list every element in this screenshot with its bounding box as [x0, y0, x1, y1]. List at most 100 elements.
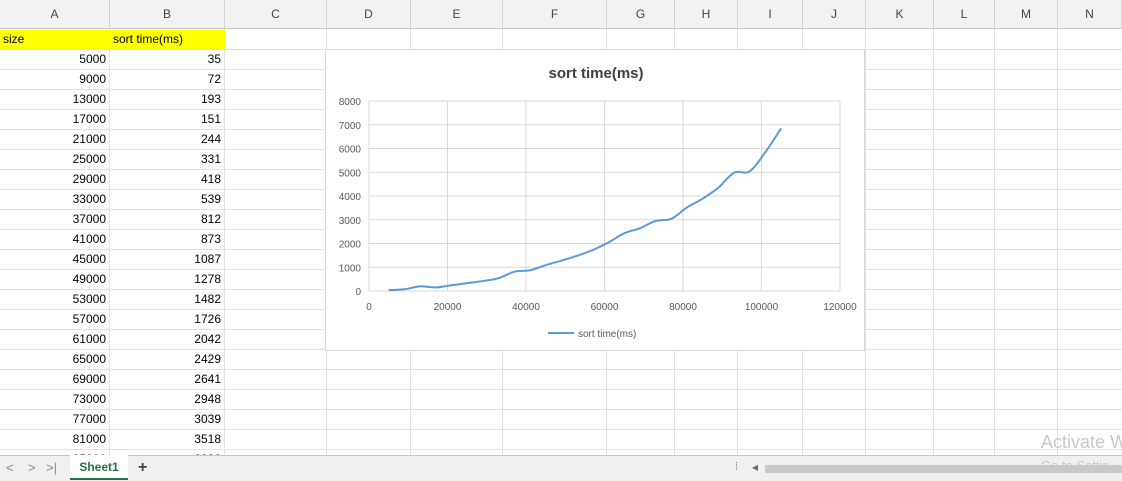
x-tick-label: 40000 — [512, 302, 540, 313]
scroll-next-sheet-button[interactable]: > — [28, 460, 36, 475]
tab-splitter-handle[interactable]: ⁞ — [735, 461, 739, 473]
cell-sort-time[interactable]: 1278 — [194, 272, 221, 286]
horizontal-scrollbar[interactable] — [765, 465, 1122, 473]
cell-size[interactable]: 73000 — [72, 392, 106, 406]
y-tick-label: 5000 — [339, 168, 362, 179]
column-header-j[interactable]: J — [803, 0, 866, 29]
column-header-g[interactable]: G — [607, 0, 675, 29]
cell-sort-time[interactable]: 539 — [200, 192, 221, 206]
cell-size[interactable]: 29000 — [72, 172, 106, 186]
go-to-settings-watermark: Go to Settin — [1041, 458, 1110, 473]
header-cell-size[interactable]: size — [0, 30, 110, 49]
scroll-left-icon[interactable]: ◂ — [752, 460, 759, 474]
column-gridline — [224, 29, 225, 455]
column-header-c[interactable]: C — [225, 0, 327, 29]
x-tick-label: 80000 — [669, 302, 697, 313]
column-header-a[interactable]: A — [0, 0, 110, 29]
cell-size[interactable]: 17000 — [72, 112, 106, 126]
x-tick-label: 20000 — [434, 302, 462, 313]
cell-size[interactable]: 25000 — [72, 152, 106, 166]
sheet-tab-bar: < > >| Sheet1 + ⁞ ◂ — [0, 455, 1122, 481]
cell-size[interactable]: 61000 — [72, 332, 106, 346]
cell-size[interactable]: 85000 — [0, 450, 110, 455]
column-header-b[interactable]: B — [110, 0, 225, 29]
y-tick-label: 3000 — [339, 216, 362, 227]
activate-windows-watermark: Activate W — [1041, 432, 1122, 452]
cell-size[interactable]: 45000 — [72, 252, 106, 266]
column-header-n[interactable]: N — [1058, 0, 1122, 29]
cell-size[interactable]: 65000 — [72, 352, 106, 366]
cell-sort-time[interactable]: 2429 — [194, 352, 221, 366]
column-header-i[interactable]: I — [738, 0, 803, 29]
column-gridline — [865, 29, 866, 455]
row-gridline — [0, 369, 1122, 370]
y-tick-label: 7000 — [339, 121, 362, 132]
cell-size[interactable]: 5000 — [79, 52, 106, 66]
cell-size[interactable]: 21000 — [72, 132, 106, 146]
cell-size[interactable]: 81000 — [72, 432, 106, 446]
cell-sort-time[interactable]: 1087 — [194, 252, 221, 266]
cell-size[interactable]: 53000 — [72, 292, 106, 306]
cell-size[interactable]: 57000 — [72, 312, 106, 326]
x-tick-label: 100000 — [745, 302, 779, 313]
cell-sort-time[interactable]: 418 — [200, 172, 221, 186]
cell-sort-time[interactable]: 151 — [200, 112, 221, 126]
cell-sort-time[interactable]: 812 — [200, 212, 221, 226]
scroll-first-sheet-button[interactable]: < — [6, 460, 14, 475]
column-header-m[interactable]: M — [995, 0, 1058, 29]
cell-sort-time[interactable]: 35 — [207, 52, 221, 66]
cell-sort-time[interactable]: 2641 — [194, 372, 221, 386]
row-gridline — [0, 389, 1122, 390]
cell-sort-time[interactable]: 873 — [200, 232, 221, 246]
sheet-tab-sheet1[interactable]: Sheet1 — [70, 455, 128, 480]
column-gridline — [1057, 29, 1058, 455]
cell-sort-time[interactable]: 3518 — [194, 432, 221, 446]
y-tick-label: 6000 — [339, 145, 362, 156]
cell-sort-time[interactable]: 1482 — [194, 292, 221, 306]
cell-size[interactable]: 41000 — [72, 232, 106, 246]
column-header-f[interactable]: F — [503, 0, 607, 29]
legend-label[interactable]: sort time(ms) — [578, 329, 636, 340]
chart-svg: sort time(ms) 0 1000 2000 3000 4000 5000 6000 7… — [339, 65, 857, 340]
cell-sort-time[interactable]: 3888 — [110, 450, 225, 455]
chart-title[interactable]: sort time(ms) — [548, 65, 643, 82]
y-tick-label: 8000 — [339, 97, 362, 108]
cell-size[interactable]: 37000 — [72, 212, 106, 226]
add-sheet-button[interactable]: + — [138, 459, 148, 476]
row-gridline — [0, 409, 1122, 410]
column-header-k[interactable]: K — [866, 0, 934, 29]
cell-sort-time[interactable]: 244 — [200, 132, 221, 146]
cell-sort-time[interactable]: 331 — [200, 152, 221, 166]
cell-sort-time[interactable]: 193 — [200, 92, 221, 106]
cell-size[interactable]: 49000 — [72, 272, 106, 286]
row-gridline — [0, 449, 1122, 450]
cell-sort-time[interactable]: 2948 — [194, 392, 221, 406]
cell-size[interactable]: 9000 — [79, 72, 106, 86]
column-header-e[interactable]: E — [411, 0, 503, 29]
column-header-d[interactable]: D — [327, 0, 411, 29]
cell-size[interactable]: 69000 — [72, 372, 106, 386]
cell-size[interactable]: 77000 — [72, 412, 106, 426]
cell-size[interactable]: 33000 — [72, 192, 106, 206]
series-line-sort-time[interactable] — [388, 127, 782, 292]
scroll-last-sheet-button[interactable]: >| — [46, 460, 57, 475]
y-tick-label: 4000 — [339, 192, 362, 203]
x-tick-label: 60000 — [591, 302, 619, 313]
column-gridline — [994, 29, 995, 455]
row-gridline — [0, 429, 1122, 430]
x-tick-label: 120000 — [823, 302, 857, 313]
column-header-h[interactable]: H — [675, 0, 738, 29]
cell-sort-time[interactable]: 1726 — [194, 312, 221, 326]
header-cell-sort-time[interactable]: sort time(ms) — [110, 30, 225, 49]
cell-sort-time[interactable]: 3039 — [194, 412, 221, 426]
y-tick-label: 1000 — [339, 263, 362, 274]
x-tick-label: 0 — [366, 302, 372, 313]
line-chart[interactable]: sort time(ms) 0 1000 2000 3000 4000 5000 6000 7… — [325, 49, 865, 351]
column-gridline — [109, 29, 110, 455]
column-header-l[interactable]: L — [934, 0, 995, 29]
y-tick-label: 2000 — [339, 240, 362, 251]
cell-size[interactable]: 13000 — [72, 92, 106, 106]
cell-sort-time[interactable]: 2042 — [194, 332, 221, 346]
cell-sort-time[interactable]: 72 — [207, 72, 221, 86]
y-tick-label: 0 — [355, 287, 361, 298]
